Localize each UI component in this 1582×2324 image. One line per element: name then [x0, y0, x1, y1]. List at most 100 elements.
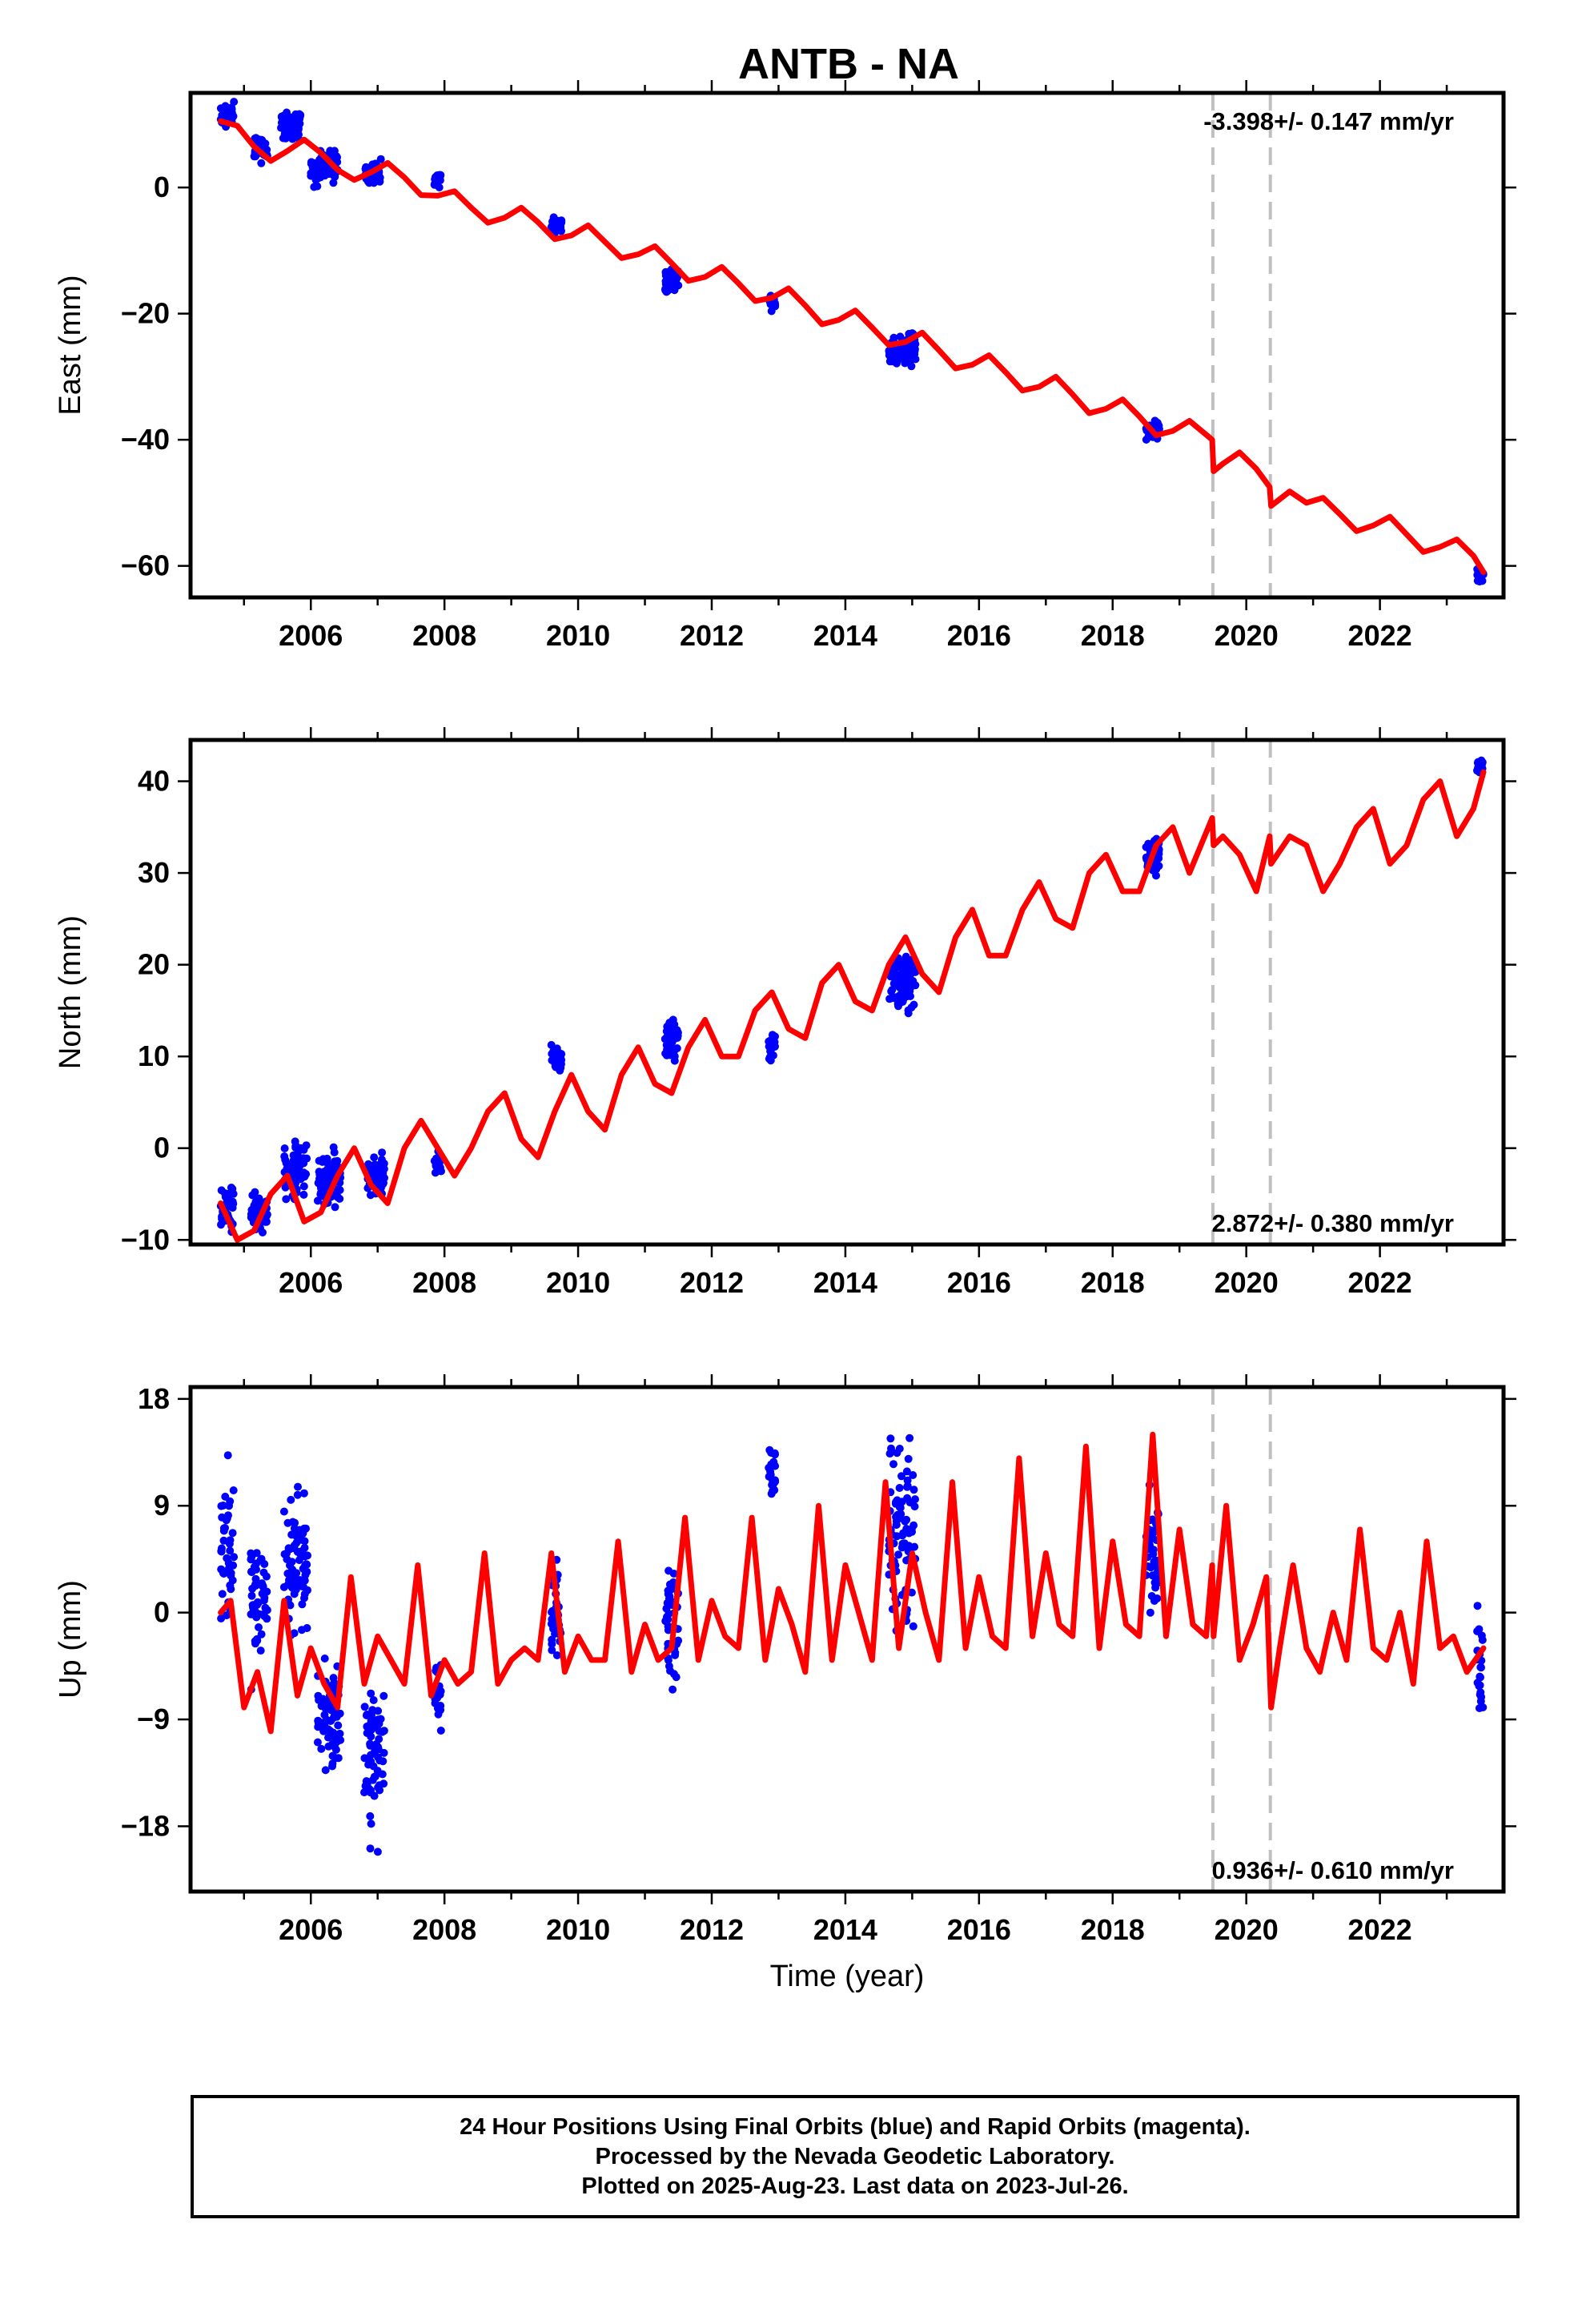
- data-point: [910, 347, 919, 356]
- data-point: [367, 1819, 375, 1828]
- data-point: [888, 986, 897, 995]
- data-point: [360, 1703, 369, 1711]
- y-tick-label: −18: [121, 1809, 170, 1842]
- data-point: [1153, 423, 1161, 432]
- data-point: [665, 1610, 673, 1618]
- data-point: [314, 1691, 323, 1700]
- data-point: [767, 1460, 776, 1469]
- data-point: [303, 1624, 311, 1632]
- data-point: [260, 1612, 269, 1621]
- data-point: [889, 1460, 897, 1469]
- data-point: [1148, 1571, 1157, 1580]
- data-point: [886, 1434, 895, 1443]
- data-point: [901, 989, 909, 998]
- data-point: [226, 1536, 235, 1545]
- data-point: [279, 1507, 288, 1516]
- data-point: [223, 1196, 231, 1204]
- data-point: [897, 979, 905, 987]
- x-tick-label: 2014: [813, 619, 877, 652]
- x-tick-label: 2022: [1348, 619, 1412, 652]
- data-point: [907, 1588, 916, 1597]
- data-point: [769, 1478, 778, 1486]
- data-point: [369, 1696, 378, 1704]
- data-point: [771, 1032, 779, 1041]
- y-tick-label: 0: [154, 1596, 170, 1629]
- data-point: [765, 1042, 773, 1051]
- x-tick-label: 2012: [680, 1266, 744, 1299]
- data-point: [666, 1040, 675, 1049]
- data-point: [368, 1775, 377, 1784]
- data-point: [295, 110, 303, 119]
- model-curve: [218, 118, 1487, 575]
- data-point: [911, 1495, 919, 1504]
- data-point: [333, 1732, 342, 1741]
- y-tick-label: −9: [137, 1703, 170, 1735]
- y-tick-label: 40: [138, 765, 170, 798]
- data-point: [885, 1449, 894, 1458]
- data-point: [219, 1536, 228, 1545]
- data-point: [902, 1467, 911, 1476]
- x-tick-label: 2020: [1215, 619, 1279, 652]
- data-point: [295, 1576, 304, 1584]
- data-point: [217, 1547, 226, 1556]
- data-point: [909, 1000, 918, 1009]
- data-point: [669, 1670, 678, 1679]
- data-point: [299, 1564, 307, 1573]
- x-axis-label: Time (year): [770, 1960, 925, 1993]
- data-point: [552, 227, 560, 236]
- data-point: [377, 1156, 386, 1164]
- data-point: [227, 1585, 235, 1594]
- x-tick-label: 2018: [1081, 1266, 1145, 1299]
- x-tick-label: 2020: [1215, 1266, 1279, 1299]
- panel-north: 2006 2008 2010 2012 2014 2016 2018 2020 2022−100…: [54, 727, 1516, 1299]
- y-tick-label: 10: [138, 1039, 170, 1072]
- data-point: [378, 1727, 387, 1736]
- data-point: [314, 174, 323, 183]
- data-point: [291, 1531, 300, 1540]
- data-point: [221, 102, 230, 111]
- data-point: [665, 1580, 674, 1589]
- data-point: [255, 135, 263, 144]
- data-point: [295, 1153, 303, 1162]
- data-point: [279, 111, 288, 120]
- data-point: [251, 1611, 260, 1620]
- data-point: [662, 281, 671, 290]
- data-point: [665, 1662, 673, 1671]
- data-point: [294, 1482, 302, 1491]
- data-point: [223, 1514, 231, 1522]
- data-point: [299, 1182, 308, 1191]
- data-point: [375, 1719, 383, 1728]
- caption-box: 24 Hour Positions Using Final Orbits (bl…: [191, 2095, 1520, 2218]
- data-point: [368, 176, 376, 185]
- data-point: [331, 1754, 340, 1763]
- data-point: [313, 1738, 322, 1747]
- data-point: [281, 1156, 290, 1164]
- data-point: [254, 1598, 263, 1607]
- data-point: [1475, 1704, 1484, 1712]
- data-point: [290, 1629, 299, 1638]
- data-point: [262, 1572, 271, 1581]
- data-point: [904, 1006, 913, 1015]
- data-point: [220, 1189, 229, 1197]
- data-point: [894, 1550, 903, 1559]
- data-point: [299, 1524, 308, 1533]
- data-point: [548, 1635, 556, 1644]
- data-point: [662, 1027, 671, 1035]
- y-tick-label: −10: [121, 1223, 170, 1256]
- data-point: [765, 1445, 774, 1454]
- data-point: [897, 1472, 905, 1481]
- data-point: [900, 348, 909, 356]
- data-point: [673, 1044, 681, 1052]
- data-point: [670, 1052, 679, 1060]
- data-point: [318, 1174, 327, 1183]
- data-point: [1150, 1597, 1158, 1605]
- y-tick-label: 18: [138, 1382, 170, 1415]
- data-point: [909, 1622, 917, 1630]
- data-point: [905, 971, 914, 979]
- data-point: [366, 1811, 375, 1820]
- data-point: [219, 1502, 227, 1510]
- data-point: [1477, 1663, 1485, 1672]
- data-point: [366, 1844, 375, 1853]
- data-point: [307, 169, 315, 178]
- data-point: [909, 1486, 918, 1494]
